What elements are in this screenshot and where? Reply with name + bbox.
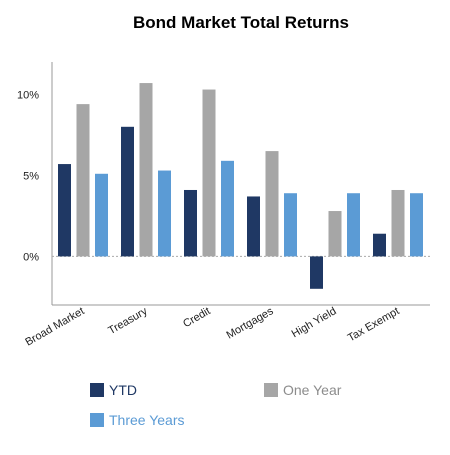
x-tick-labels: Broad Market Treasury Credit Mortgages High … — [23, 305, 401, 349]
x-tick-label: Tax Exempt — [346, 305, 402, 344]
bar-4-0 — [310, 256, 323, 289]
chart-title: Bond Market Total Returns — [133, 13, 349, 32]
bar-2-2 — [221, 160, 234, 257]
bar-3-2 — [284, 193, 297, 257]
bar-3-0 — [247, 196, 260, 257]
y-tick-label: 0% — [23, 251, 39, 263]
legend: YTD One Year Three Years — [90, 382, 342, 428]
x-tick-label: Credit — [181, 305, 212, 330]
bar-3-1 — [265, 151, 279, 257]
bar-1-1 — [139, 83, 153, 257]
legend-label: Three Years — [109, 412, 185, 428]
bar-1-0 — [121, 126, 134, 257]
bar-0-0 — [58, 164, 71, 257]
bars — [58, 83, 423, 289]
x-tick-label: High Yield — [290, 305, 339, 340]
bar-0-2 — [95, 173, 108, 257]
x-tick-label: Mortgages — [224, 305, 275, 342]
x-tick-label: Treasury — [106, 305, 150, 337]
y-tick-labels: 10% 5% 0% — [17, 89, 39, 263]
bar-4-1 — [328, 211, 342, 257]
bar-0-1 — [76, 104, 90, 257]
legend-label: YTD — [109, 382, 137, 398]
legend-swatch — [90, 383, 104, 397]
legend-label: One Year — [283, 382, 342, 398]
bar-2-1 — [202, 89, 216, 257]
bar-4-2 — [347, 193, 360, 257]
x-tick-label: Broad Market — [23, 305, 86, 348]
bar-2-0 — [184, 189, 197, 257]
bar-5-1 — [391, 189, 405, 257]
y-tick-label: 10% — [17, 89, 39, 101]
legend-swatch — [264, 383, 278, 397]
bar-1-2 — [158, 170, 171, 257]
bar-5-0 — [373, 233, 386, 257]
legend-swatch — [90, 413, 104, 427]
bar-5-2 — [410, 193, 423, 257]
y-tick-label: 5% — [23, 170, 39, 182]
